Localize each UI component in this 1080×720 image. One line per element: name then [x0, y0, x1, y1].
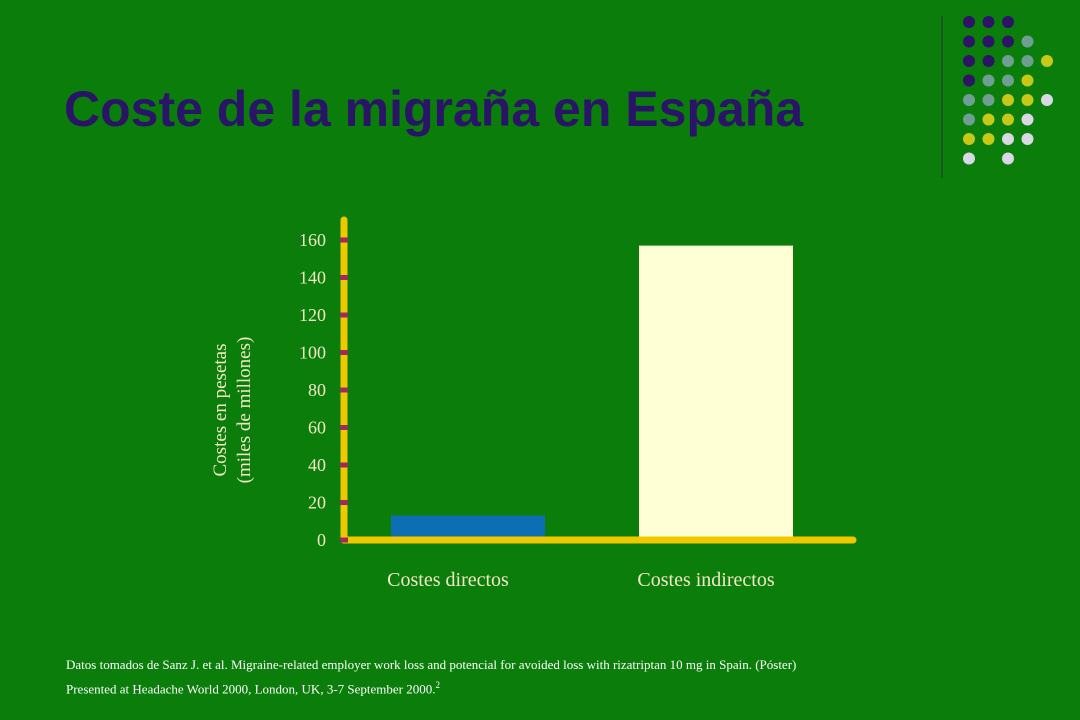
y-tick-label: 140	[299, 268, 326, 288]
citation-line-2: Presented at Headache World 2000, London…	[66, 675, 1026, 699]
y-tick-label: 0	[317, 530, 326, 550]
y-axis-label-line-2: (miles de millones)	[234, 336, 255, 484]
y-tick-label: 160	[299, 230, 326, 250]
y-axis-label: Costes en pesetas (miles de millones)	[209, 337, 257, 484]
citation-line-1: Datos tomados de Sanz J. et al. Migraine…	[66, 657, 797, 672]
y-tick-mark	[340, 312, 348, 318]
y-tick-mark	[340, 237, 348, 243]
y-tick-mark	[340, 425, 348, 430]
source-citation: Datos tomados de Sanz J. et al. Migraine…	[66, 655, 1026, 699]
y-tick-mark	[340, 387, 348, 393]
y-tick-label: 60	[308, 418, 326, 438]
bar-1	[391, 515, 545, 540]
y-tick-mark	[340, 275, 348, 280]
slide-title: Coste de la migraña en España	[64, 81, 804, 137]
y-tick-label: 100	[299, 343, 326, 363]
y-tick-label: 120	[299, 305, 326, 325]
y-axis-label-line-1: Costes en pesetas	[210, 343, 231, 477]
y-tick-label: 20	[308, 493, 326, 513]
y-tick-label: 40	[308, 455, 326, 475]
citation-reference-number: 2	[435, 680, 440, 690]
y-tick-mark	[340, 462, 348, 468]
bar-2	[639, 245, 793, 540]
citation-line-2-text: Presented at Headache World 2000, London…	[66, 681, 436, 697]
y-tick-mark	[340, 537, 348, 543]
y-tick-mark	[340, 350, 348, 355]
y-tick-mark	[340, 500, 348, 505]
x-category-label: Costes indirectos	[637, 569, 774, 591]
y-tick-label: 80	[308, 380, 326, 400]
x-category-label: Costes directos	[387, 569, 509, 591]
